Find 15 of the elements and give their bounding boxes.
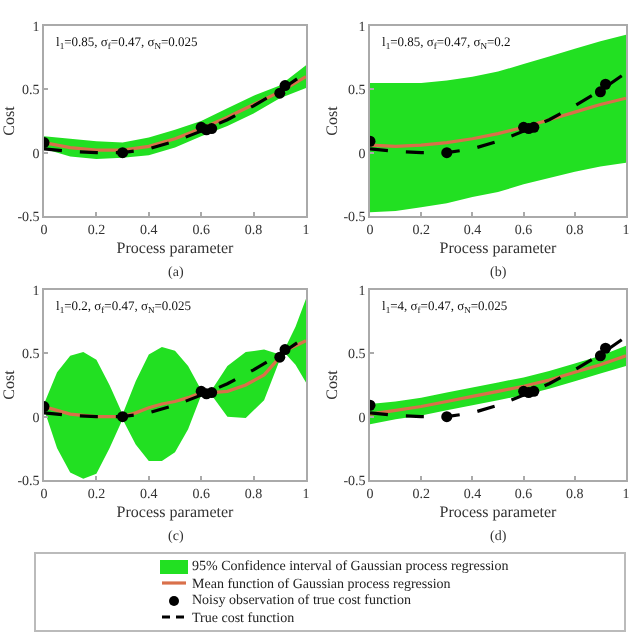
point [594, 86, 606, 98]
y-axis-title: Cost [322, 368, 341, 400]
point [528, 385, 540, 397]
x-axis-title: Process parameter [116, 502, 235, 521]
point [206, 387, 218, 399]
x-axis-title: Process parameter [439, 502, 558, 521]
x-axis-title: Process parameter [439, 238, 558, 257]
point [206, 123, 218, 135]
line-series [370, 96, 626, 148]
y-axis-title: Cost [0, 104, 18, 136]
y-axis-title: Cost [322, 104, 341, 136]
point [528, 121, 540, 133]
y-axis-title: Cost [0, 368, 18, 400]
point [594, 350, 606, 362]
x-axis-title: Process parameter [116, 238, 235, 257]
